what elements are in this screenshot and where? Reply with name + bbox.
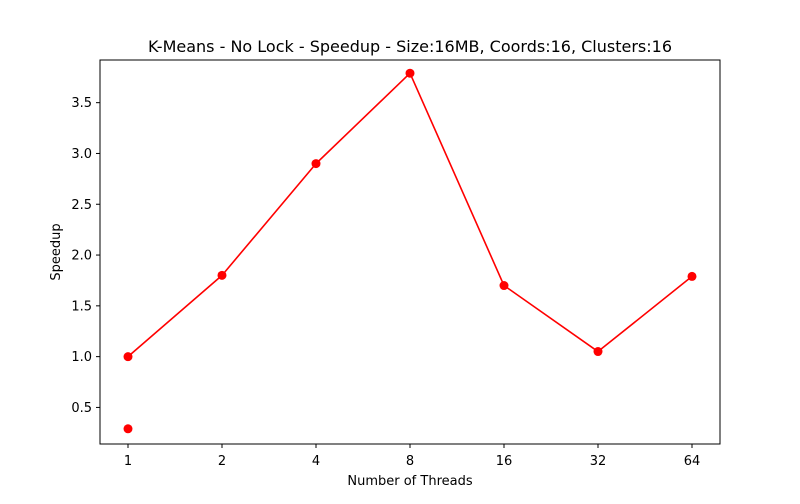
x-tick-label: 32 [590,454,607,469]
data-point [593,347,603,357]
x-axis-ticks: 1 2 4 8 16 32 64 [124,444,700,469]
data-point [123,424,133,434]
data-point [687,271,697,281]
x-axis-label: Number of Threads [347,474,472,489]
y-tick-label: 3.5 [71,96,92,111]
chart-title: K-Means - No Lock - Speedup - Size:16MB,… [148,37,672,56]
x-tick-label: 64 [684,454,701,469]
data-point [311,159,321,169]
x-tick-label: 1 [124,454,132,469]
y-tick-label: 3.0 [71,147,92,162]
y-tick-label: 0.5 [71,401,92,416]
y-tick-label: 2.0 [71,249,92,264]
y-axis-ticks: 0.5 1.0 1.5 2.0 2.5 3.0 3.5 [71,96,100,416]
x-tick-label: 2 [218,454,226,469]
plot-frame [99,59,721,445]
data-point [123,352,133,362]
x-tick-label: 4 [312,454,320,469]
data-point [405,68,415,78]
data-point [217,270,227,280]
data-point [499,281,509,291]
y-tick-label: 1.0 [71,350,92,365]
y-axis-label: Speedup [49,223,64,280]
plot-series [123,68,697,434]
x-tick-label: 16 [496,454,513,469]
x-tick-label: 8 [406,454,414,469]
y-tick-label: 1.5 [71,299,92,314]
y-tick-label: 2.5 [71,198,92,213]
